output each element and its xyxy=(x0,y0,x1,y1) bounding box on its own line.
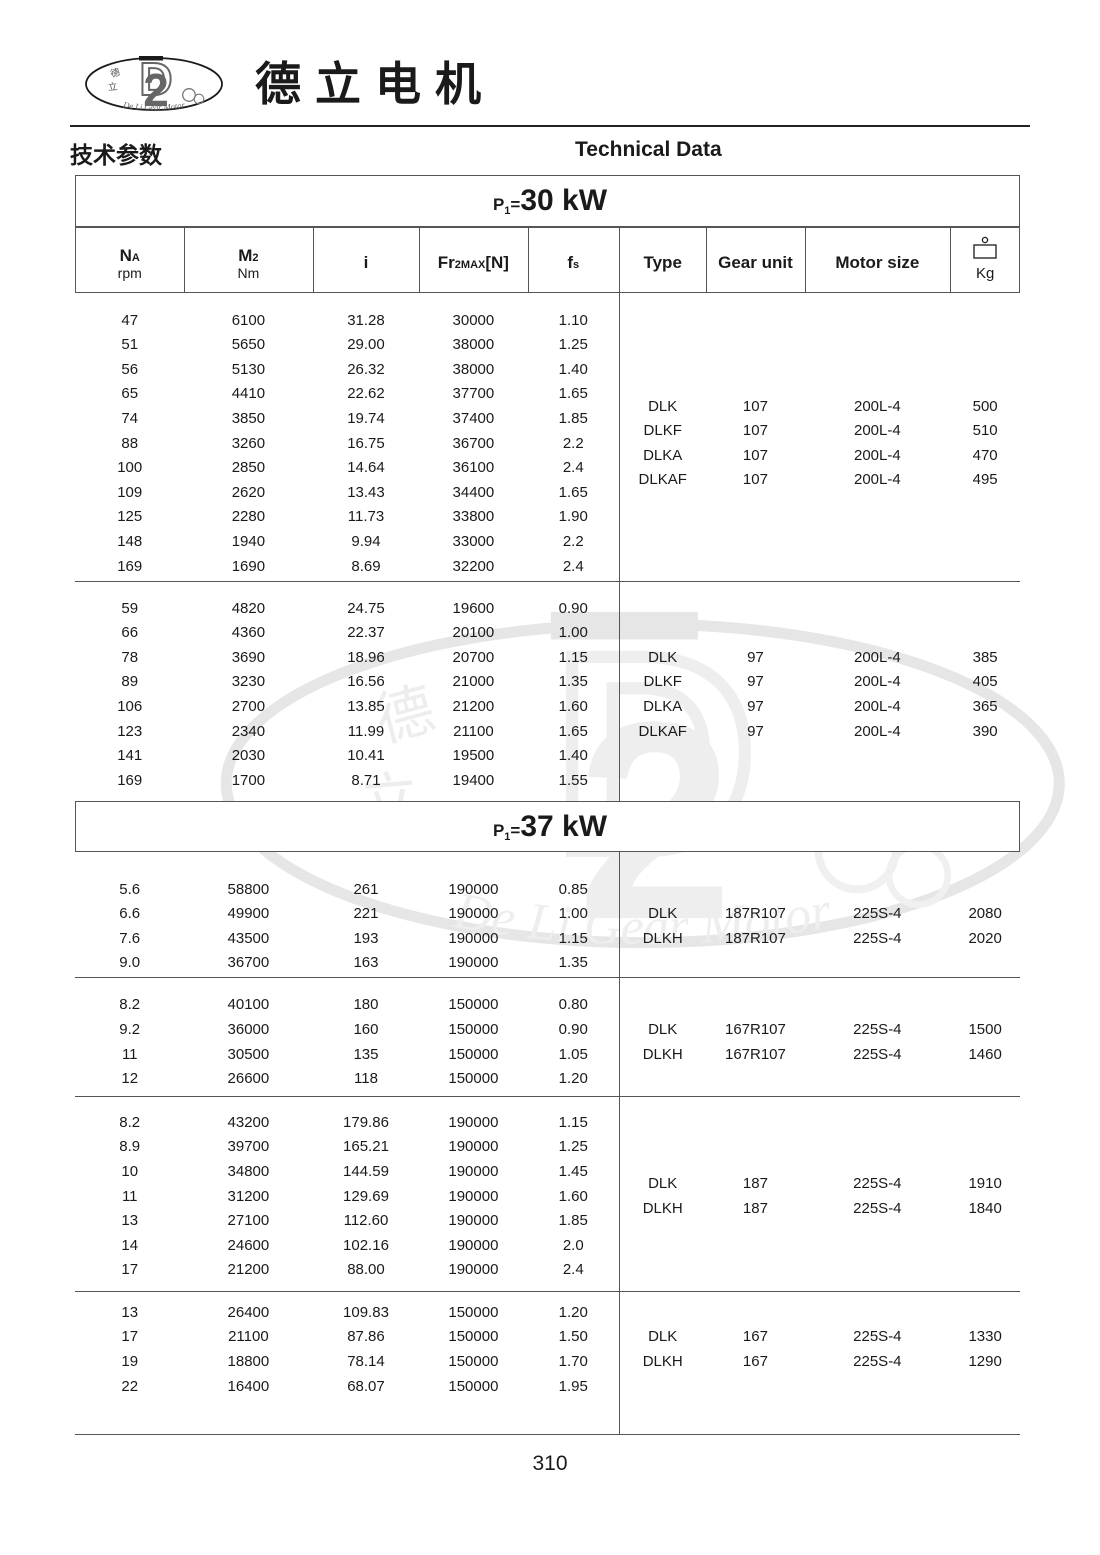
svg-text:立: 立 xyxy=(107,81,118,94)
svg-text:德: 德 xyxy=(109,66,122,80)
